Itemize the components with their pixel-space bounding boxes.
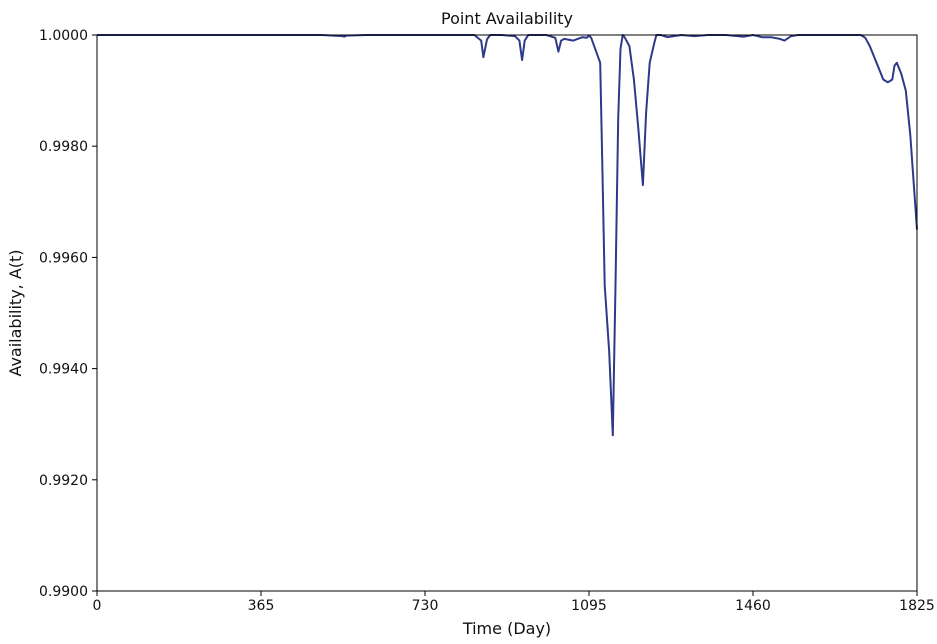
x-tick-label: 365 [248, 598, 275, 614]
x-tick-label: 730 [412, 598, 439, 614]
y-tick-label: 0.9980 [39, 139, 88, 155]
availability-series-line [97, 34, 918, 437]
chart-title: Point Availability [441, 9, 573, 28]
y-tick-label: 0.9900 [39, 584, 88, 600]
y-axis-label: Availability, A(t) [6, 249, 25, 376]
y-axis: 0.9900 0.9920 0.9940 0.9960 0.9980 1.0000 [39, 28, 97, 600]
y-tick-label: 0.9920 [39, 473, 88, 489]
series-layer [97, 34, 918, 437]
y-tick-label: 0.9940 [39, 362, 88, 378]
plot-area-frame [96, 34, 918, 592]
y-tick-label: 1.0000 [39, 28, 88, 44]
x-tick-label: 0 [93, 598, 102, 614]
x-tick-label: 1460 [735, 598, 771, 614]
x-axis-label: Time (Day) [462, 619, 551, 638]
x-tick-label: 1095 [571, 598, 607, 614]
y-tick-label: 0.9960 [39, 250, 88, 266]
x-tick-label: 1825 [899, 598, 935, 614]
x-axis: 0 365 730 1095 1460 1825 [93, 591, 935, 614]
